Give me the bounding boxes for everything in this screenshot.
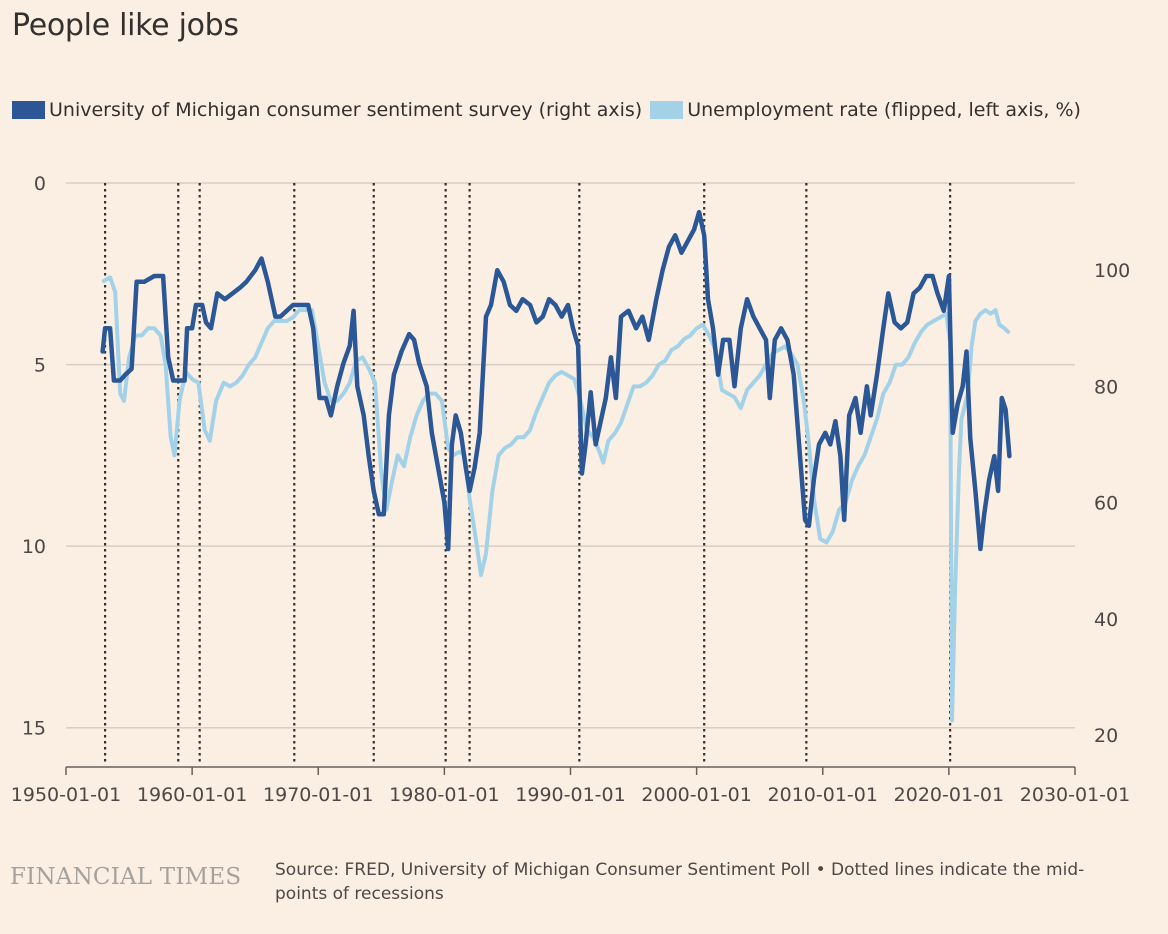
unemployment-line — [101, 275, 1011, 723]
x-tick-label: 2030-01-01 — [1020, 784, 1130, 806]
left-tick-label: 0 — [34, 173, 46, 195]
x-tick-label: 1990-01-01 — [515, 784, 625, 806]
legend-label-sentiment: University of Michigan consumer sentimen… — [49, 99, 643, 121]
ft-logo: FINANCIAL TIMES — [10, 864, 242, 890]
left-tick-label: 5 — [34, 355, 46, 377]
x-tick-label: 2010-01-01 — [768, 784, 878, 806]
series-lines — [100, 209, 1012, 723]
x-tick-label: 1960-01-01 — [137, 784, 247, 806]
legend-item-unemployment: Unemployment rate (flipped, left axis, %… — [650, 99, 1081, 121]
right-tick-label: 40 — [1094, 609, 1118, 631]
x-axis: 1950-01-01 1960-01-01 1970-01-01 1980-01-01… — [11, 766, 1130, 806]
right-tick-label: 100 — [1094, 260, 1130, 282]
legend-swatch-sentiment — [12, 101, 45, 119]
x-tick-label: 2020-01-01 — [894, 784, 1004, 806]
x-tick-label: 2000-01-01 — [641, 784, 751, 806]
x-tick-label: 1970-01-01 — [263, 784, 373, 806]
right-tick-label: 20 — [1094, 725, 1118, 747]
x-tick-label: 1950-01-01 — [11, 784, 121, 806]
chart-title: People like jobs — [12, 8, 239, 43]
sentiment-line — [100, 209, 1012, 552]
left-tick-label: 15 — [22, 718, 46, 740]
legend: University of Michigan consumer sentimen… — [12, 99, 1089, 121]
right-axis: 20 40 60 80 100 — [1094, 260, 1130, 747]
gridlines — [66, 182, 1075, 729]
right-tick-label: 60 — [1094, 493, 1118, 515]
legend-item-sentiment: University of Michigan consumer sentimen… — [12, 99, 642, 121]
left-tick-label: 10 — [22, 536, 46, 558]
legend-swatch-unemployment — [650, 101, 684, 119]
legend-label-unemployment: Unemployment rate (flipped, left axis, %… — [687, 99, 1081, 121]
source-note: Source: FRED, University of Michigan Con… — [275, 860, 1085, 904]
right-tick-label: 80 — [1094, 376, 1118, 398]
x-tick-label: 1980-01-01 — [389, 784, 499, 806]
left-axis: 0 5 10 15 — [22, 173, 46, 740]
recession-lines — [103, 183, 952, 764]
